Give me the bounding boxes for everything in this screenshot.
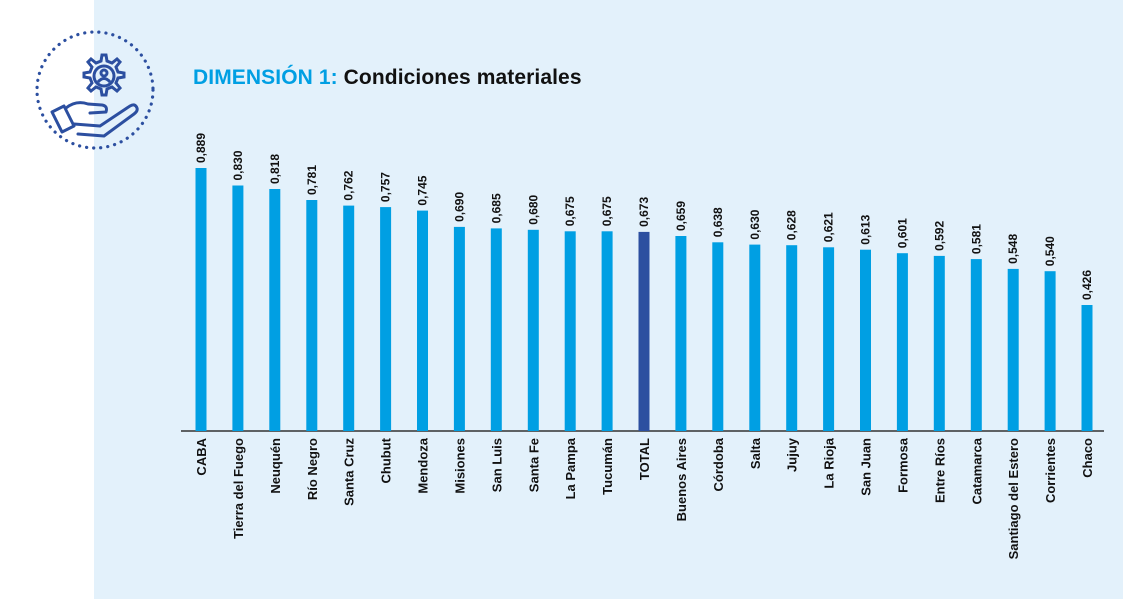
category-label: Córdoba bbox=[711, 437, 726, 491]
bar-value-label: 0,680 bbox=[526, 194, 540, 224]
bar-2 bbox=[269, 189, 281, 431]
bar-8 bbox=[490, 228, 502, 431]
bar-value-label: 0,889 bbox=[194, 133, 208, 163]
bar-14 bbox=[712, 242, 724, 431]
bar-value-label: 0,675 bbox=[600, 196, 614, 226]
bar-value-label: 0,762 bbox=[342, 170, 356, 200]
bar-value-label: 0,426 bbox=[1080, 270, 1094, 300]
category-label: Corrientes bbox=[1043, 438, 1058, 503]
bar-9 bbox=[527, 229, 539, 431]
category-label: TOTAL bbox=[637, 438, 652, 480]
bar-4 bbox=[343, 205, 355, 431]
bar-21 bbox=[970, 259, 982, 431]
bar-7 bbox=[453, 226, 465, 431]
bar-value-label: 0,675 bbox=[563, 196, 577, 226]
category-label: Santiago del Estero bbox=[1006, 438, 1021, 559]
bar-value-label: 0,781 bbox=[305, 165, 319, 195]
category-label: CABA bbox=[194, 437, 209, 475]
bar-12 bbox=[638, 231, 650, 431]
bar-10 bbox=[564, 231, 576, 431]
bar-value-label: 0,592 bbox=[932, 221, 946, 251]
category-label: Chubut bbox=[379, 437, 394, 483]
category-label: Salta bbox=[748, 437, 763, 469]
bar-value-label: 0,745 bbox=[416, 175, 430, 205]
bar-19 bbox=[896, 253, 908, 431]
bar-15 bbox=[749, 244, 761, 431]
bar-23 bbox=[1044, 271, 1056, 431]
bar-value-label: 0,830 bbox=[231, 150, 245, 180]
category-label: Entre Ríos bbox=[932, 438, 947, 503]
bar-3 bbox=[306, 200, 318, 431]
bar-16 bbox=[786, 245, 798, 431]
bar-22 bbox=[1007, 268, 1019, 431]
bar-value-label: 0,613 bbox=[859, 214, 873, 244]
category-label: Tierra del Fuego bbox=[231, 438, 246, 539]
bar-18 bbox=[860, 249, 871, 431]
bar-value-label: 0,638 bbox=[711, 207, 725, 237]
category-label: Neuquén bbox=[268, 438, 283, 494]
hand-gear-user-icon bbox=[35, 30, 155, 150]
category-label: La Rioja bbox=[822, 437, 837, 488]
category-label: Chaco bbox=[1080, 438, 1095, 478]
bar-13 bbox=[675, 236, 687, 431]
category-label: Catamarca bbox=[969, 437, 984, 504]
bar-value-label: 0,630 bbox=[748, 209, 762, 239]
bar-value-label: 0,548 bbox=[1006, 234, 1020, 264]
chart-title-prefix: DIMENSIÓN 1: bbox=[193, 66, 338, 89]
bar-20 bbox=[933, 255, 945, 431]
category-label: Tucumán bbox=[600, 438, 615, 495]
bar-24 bbox=[1081, 305, 1093, 431]
category-label: Misiones bbox=[452, 438, 467, 494]
chart-title: DIMENSIÓN 1: Condiciones materiales bbox=[193, 66, 582, 90]
bar-value-label: 0,685 bbox=[489, 193, 503, 223]
category-label: Santa Fe bbox=[526, 438, 541, 492]
category-label: Mendoza bbox=[416, 437, 431, 493]
bar-value-label: 0,601 bbox=[895, 218, 909, 248]
bar-value-label: 0,540 bbox=[1043, 236, 1057, 266]
bar-1 bbox=[232, 185, 244, 431]
category-label: Buenos Aires bbox=[674, 438, 689, 521]
bar-value-label: 0,659 bbox=[674, 201, 688, 231]
bar-5 bbox=[380, 207, 392, 431]
bar-value-label: 0,757 bbox=[379, 172, 393, 202]
bar-value-label: 0,628 bbox=[785, 210, 799, 240]
category-label: Santa Cruz bbox=[342, 438, 357, 506]
bar-value-label: 0,673 bbox=[637, 197, 651, 227]
bar-17 bbox=[823, 247, 835, 431]
bar-value-label: 0,621 bbox=[822, 212, 836, 242]
bar-6 bbox=[417, 210, 428, 431]
category-label: Río Negro bbox=[305, 438, 320, 500]
bar-value-label: 0,690 bbox=[452, 192, 466, 222]
category-label: San Juan bbox=[859, 438, 874, 496]
category-label: San Luis bbox=[489, 438, 504, 492]
category-label: La Pampa bbox=[563, 437, 578, 499]
bar-value-label: 0,581 bbox=[969, 224, 983, 254]
bar-11 bbox=[601, 231, 613, 431]
category-label: Formosa bbox=[895, 437, 910, 493]
chart-title-main: Condiciones materiales bbox=[343, 66, 582, 89]
category-label: Jujuy bbox=[785, 437, 800, 472]
bar-value-label: 0,818 bbox=[268, 154, 282, 184]
bar-0 bbox=[195, 168, 207, 431]
